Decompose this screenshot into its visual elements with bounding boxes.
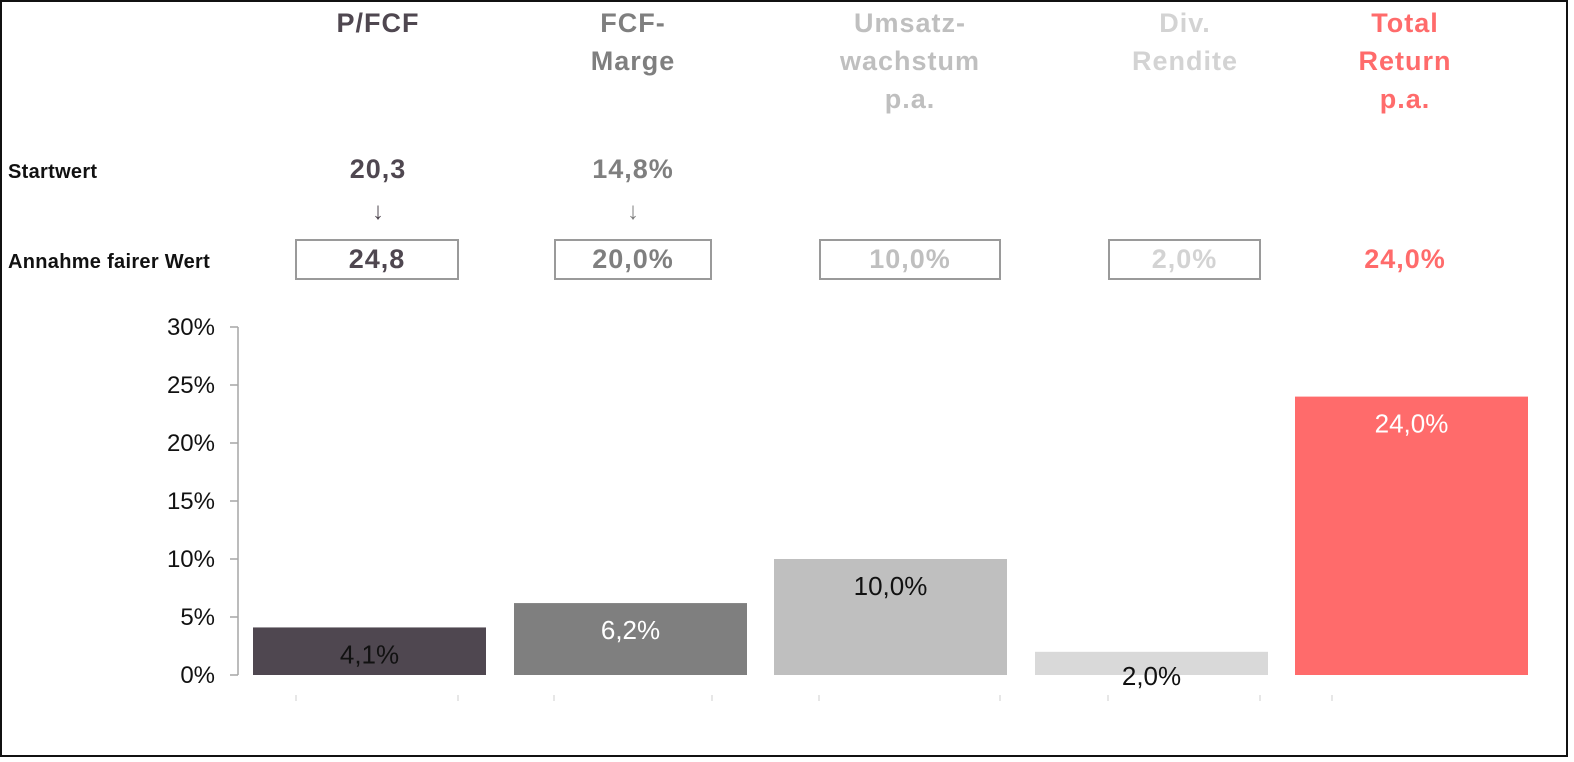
bar <box>514 603 747 675</box>
fair-value-box-fcf-marge: 20,0% <box>554 239 712 280</box>
y-tick-label: 30% <box>167 314 215 341</box>
y-tick-label: 20% <box>167 430 215 457</box>
bar <box>1035 651 1268 675</box>
y-tick-label: 10% <box>167 546 215 573</box>
bar <box>774 559 1007 675</box>
start-value-fcf-marge: 14,8% <box>592 154 674 184</box>
arrow-down-icon: ↓ <box>372 198 384 225</box>
bar-data-label: 6,2% <box>601 615 660 645</box>
arrow-down-icon: ↓ <box>627 198 639 225</box>
bar-data-label: 10,0% <box>854 571 928 601</box>
y-tick-label: 0% <box>180 662 215 689</box>
y-tick-label: 25% <box>167 372 215 399</box>
bar <box>1295 396 1528 675</box>
fair-value-box-umsatzwachstum: 10,0% <box>819 239 1001 280</box>
fair-value-box-pfcf: 24,8 <box>295 239 459 280</box>
header-fcf-marge: FCF- Marge <box>590 8 676 76</box>
header-pfcf: P/FCF <box>336 8 420 38</box>
y-tick-label: 5% <box>180 604 215 631</box>
y-tick-label: 15% <box>167 488 215 515</box>
start-value-pfcf: 20,3 <box>349 154 407 184</box>
row-label-fairer-wert: Annahme fairer Wert <box>8 251 211 273</box>
fair-value-total-return: 24,0% <box>1364 244 1446 274</box>
header-div-rendite: Div. Rendite <box>1131 8 1238 76</box>
bar-data-label: 24,0% <box>1375 409 1449 439</box>
row-label-startwert: Startwert <box>8 161 98 183</box>
bar <box>253 627 486 675</box>
bar-data-label: 4,1% <box>340 639 399 669</box>
header-umsatzwachstum: Umsatz- wachstum p.a. <box>839 8 981 114</box>
bar-data-label: 2,0% <box>1122 661 1181 691</box>
fair-value-box-div-rendite: 2,0% <box>1108 239 1261 280</box>
header-total-return: Total Return p.a. <box>1358 8 1452 114</box>
